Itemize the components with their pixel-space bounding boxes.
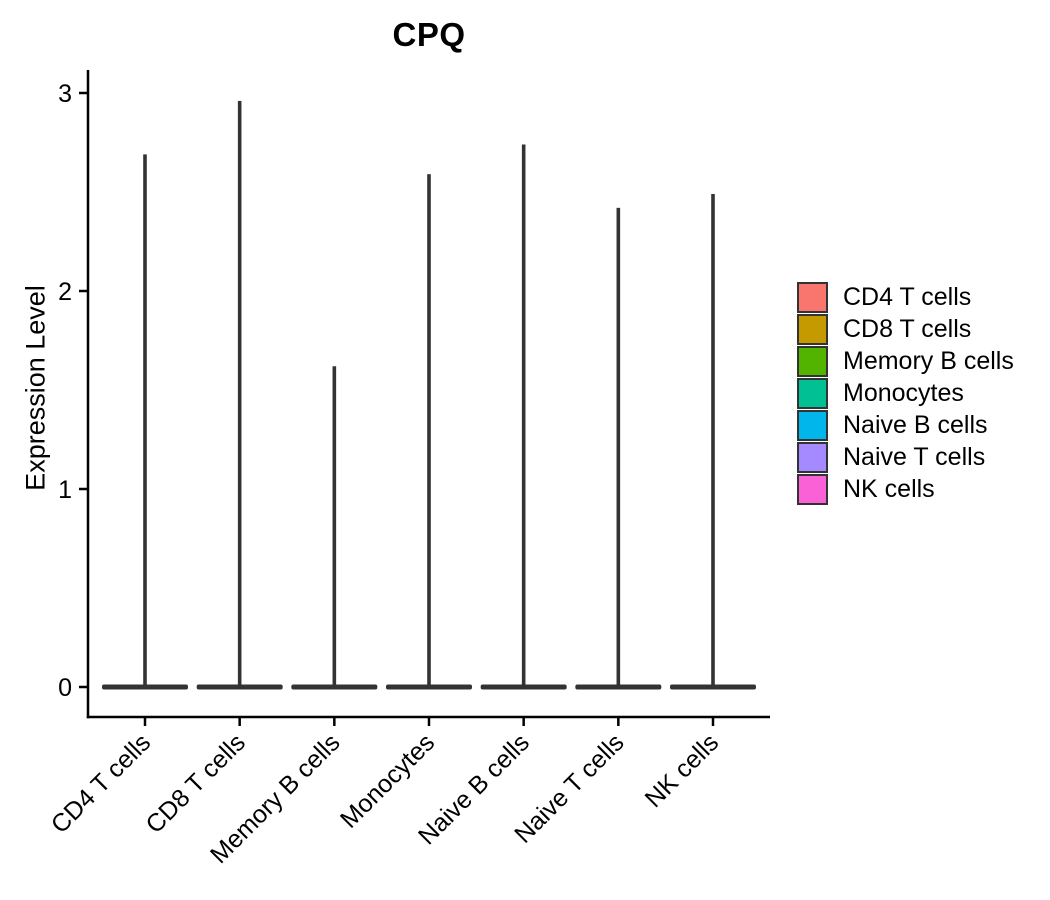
legend-label: CD4 T cells <box>843 283 972 311</box>
violin-spike-memory-b-cells <box>332 366 337 687</box>
y-tick-label: 0 <box>58 674 72 702</box>
legend-color-swatch-naive-b-cells <box>797 410 828 441</box>
legend-color-swatch-cd4-t-cells <box>797 282 828 313</box>
legend: CD4 T cells CD8 T cells Memory B cells Mono… <box>797 282 1014 506</box>
x-tick-label-cd4-t-cells: CD4 T cells <box>46 728 157 839</box>
legend-color-swatch-monocytes <box>797 378 828 409</box>
chart-title: CPQ <box>392 16 466 53</box>
legend-item-cd4-t-cells: CD4 T cells <box>797 282 1014 313</box>
legend-label: Naive B cells <box>843 411 988 439</box>
violin-spike-naive-t-cells <box>616 207 621 687</box>
violin-spike-nk-cells <box>711 193 715 688</box>
legend-item-naive-t-cells: Naive T cells <box>797 442 1014 473</box>
legend-item-memory-b-cells: Memory B cells <box>797 346 1014 377</box>
legend-color-swatch-memory-b-cells <box>797 346 828 377</box>
legend-label: Naive T cells <box>843 443 986 471</box>
y-tick-label: 1 <box>58 476 72 504</box>
x-tick-label-nk-cells: NK cells <box>640 728 725 813</box>
legend-label: CD8 T cells <box>843 315 972 343</box>
legend-item-nk-cells: NK cells <box>797 474 1014 505</box>
legend-label: NK cells <box>843 475 935 503</box>
violin-spike-monocytes <box>427 174 431 687</box>
violin-spike-naive-b-cells <box>521 144 526 688</box>
y-tick-label: 2 <box>58 278 72 306</box>
legend-label: Monocytes <box>843 379 964 407</box>
violin-spike-cd4-t-cells <box>143 154 147 687</box>
y-tick-label: 3 <box>58 80 72 108</box>
legend-item-naive-b-cells: Naive B cells <box>797 410 1014 441</box>
legend-item-monocytes: Monocytes <box>797 378 1014 409</box>
violin-spike-cd8-t-cells <box>237 100 242 688</box>
legend-color-swatch-nk-cells <box>797 474 828 505</box>
legend-color-swatch-cd8-t-cells <box>797 314 828 345</box>
legend-item-cd8-t-cells: CD8 T cells <box>797 314 1014 345</box>
legend-label: Memory B cells <box>843 347 1014 375</box>
legend-color-swatch-naive-t-cells <box>797 442 828 473</box>
